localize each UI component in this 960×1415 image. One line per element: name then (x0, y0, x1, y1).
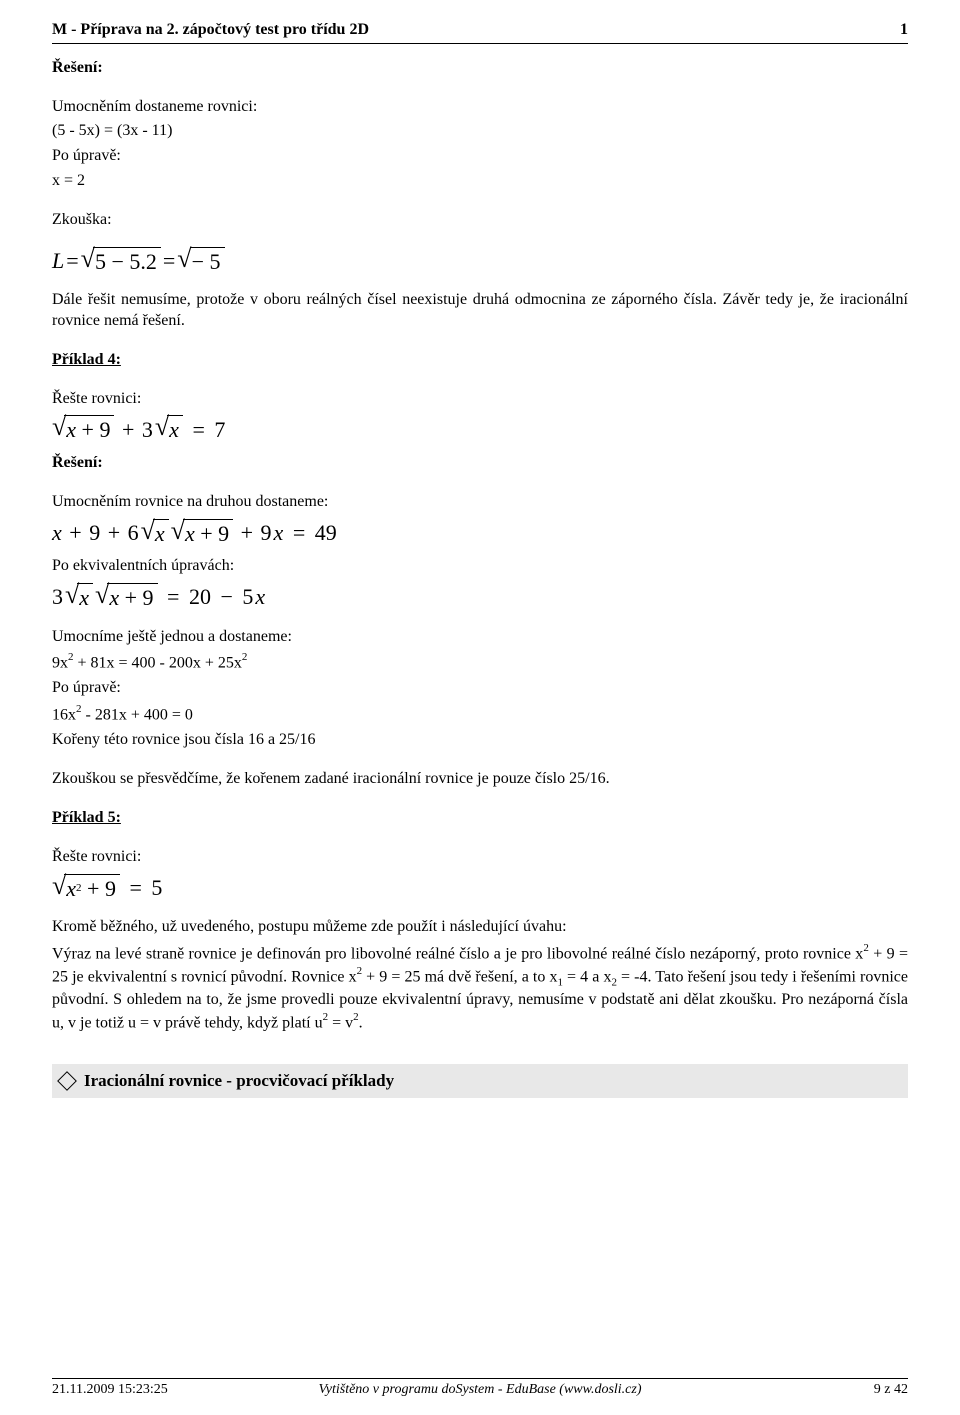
header: M - Příprava na 2. zápočtový test pro tř… (52, 20, 908, 41)
p4b-x3: x (185, 520, 195, 549)
p4c-5: 5 (242, 583, 253, 612)
p4b-9c: 9 (261, 519, 272, 548)
text-umoc1: Umocněním dostaneme rovnici: (52, 97, 908, 118)
math-p4c: 3 √ x √ x + 9 = 20 − 5 x (52, 583, 908, 613)
math-neg: − (192, 248, 210, 277)
sqrt-p4c2: √ x + 9 (95, 583, 157, 613)
math-eq: = (66, 247, 78, 276)
eq-3a: 9x2 + 81x = 400 - 200x + 25x2 (52, 651, 908, 674)
text-vyraz: Výraz na levé straně rovnice je definová… (52, 942, 908, 1034)
math-eq2: = (163, 247, 175, 276)
p4b-x2: x (155, 520, 165, 549)
diamond-icon (57, 1071, 77, 1091)
vyraz-1: Výraz na levé straně rovnice je definová… (52, 945, 863, 962)
eq-1: (5 - 5x) = (3x - 11) (52, 121, 908, 142)
p5-x: x (66, 875, 76, 904)
bullet-title: Iracionální rovnice - procvičovací příkl… (84, 1070, 394, 1092)
p4b-9a: 9 (89, 519, 100, 548)
math-5: 5 (95, 248, 106, 277)
page: M - Příprava na 2. zápočtový test pro tř… (0, 0, 960, 1415)
p4c-x1: x (79, 584, 89, 613)
text-krome: Kromě běžného, už uvedeného, postupu můž… (52, 917, 908, 938)
sqrt-p4b2: √ x + 9 (171, 519, 233, 549)
text-dale: Dále řešit nemusíme, protože v oboru reá… (52, 290, 908, 332)
heading-priklad5: Příklad 5: (52, 808, 908, 829)
p4c-3: 3 (52, 583, 63, 612)
text-reste-1: Řešte rovnici: (52, 389, 908, 410)
eq-x2: x = 2 (52, 171, 908, 192)
header-title: M - Příprava na 2. zápočtový test pro tř… (52, 20, 369, 41)
eq3a-9x: 9x (52, 655, 68, 672)
p4b-9b: 9 (218, 520, 229, 549)
text-reste-2: Řešte rovnici: (52, 847, 908, 868)
footer-center: Vytištěno v programu doSystem - EduBase … (52, 1381, 908, 1399)
text-zkousk2: Zkouškou se přesvědčíme, že kořenem zada… (52, 769, 908, 790)
p4c-20: 20 (189, 583, 211, 612)
eq3b-16x: 16x (52, 707, 76, 724)
footer: 21.11.2009 15:23:25 Vytištěno v programu… (52, 1381, 908, 1399)
p4-9: 9 (99, 416, 110, 445)
math-5c: 5 (210, 248, 221, 277)
p5-eq: = (129, 874, 141, 903)
p4c-eq: = (167, 583, 179, 612)
sqrt-p4b: √ x (155, 415, 183, 445)
heading-reseni-2: Řešení: (52, 453, 908, 474)
text-pouprave-1: Po úpravě: (52, 146, 908, 167)
section-bullet: Iracionální rovnice - procvičovací příkl… (52, 1064, 908, 1098)
math-L-lhs: L (52, 247, 64, 276)
header-rule (52, 43, 908, 44)
math-p4: √ x + 9 + 3 √ x = 7 (52, 415, 908, 445)
vyraz-3: + 9 = 25 má dvě řešení, a to x (362, 968, 557, 985)
text-pouprave-2: Po úpravě: (52, 678, 908, 699)
math-p4b: x + 9 + 6 √ x √ x + 9 + 9 x = 49 (52, 519, 908, 549)
math-p5: √ x2 + 9 = 5 (52, 874, 908, 904)
header-pagenum: 1 (900, 20, 908, 41)
p5-5: 5 (151, 874, 162, 903)
p4-eq: = (192, 416, 204, 445)
math-5-2: 5.2 (129, 248, 157, 277)
eq3a-rest: + 81x = 400 - 200x + 25x (74, 655, 242, 672)
vyraz-6: = v (328, 1014, 353, 1031)
p5-9: 9 (105, 875, 116, 904)
heading-priklad4: Příklad 4: (52, 350, 908, 371)
vyraz-4: = 4 a x (563, 968, 612, 985)
p4-7: 7 (214, 416, 225, 445)
p4b-6: 6 (128, 519, 139, 548)
sqrt-p4c1: √ x (65, 583, 93, 613)
text-koreny: Kořeny této rovnice jsou čísla 16 a 25/1… (52, 730, 908, 751)
footer-rule (52, 1378, 908, 1379)
p4-3: 3 (142, 416, 153, 445)
sqrt-2: √ − 5 (177, 247, 224, 277)
math-minus: − (111, 248, 123, 277)
p4-x2: x (169, 416, 179, 445)
text-poekv: Po ekvivalentních úpravách: (52, 556, 908, 577)
p4c-minus: − (220, 583, 232, 612)
sqrt-p4b1: √ x (141, 519, 169, 549)
p4b-x4: x (274, 519, 284, 548)
p4c-x2: x (109, 584, 119, 613)
eq3b-rest: - 281x + 400 = 0 (82, 707, 193, 724)
sqrt-1: √ 5 − 5.2 (81, 247, 161, 277)
p4c-x3: x (255, 583, 265, 612)
p4b-49: 49 (315, 519, 337, 548)
sqrt-p5: √ x2 + 9 (52, 874, 120, 904)
p4b-eq: = (293, 519, 305, 548)
vyraz-7: . (359, 1014, 363, 1031)
text-umoc2: Umocněním rovnice na druhou dostaneme: (52, 492, 908, 513)
eq-3b: 16x2 - 281x + 400 = 0 (52, 703, 908, 726)
sqrt-p4a: √ x + 9 (52, 415, 114, 445)
heading-reseni-1: Řešení: (52, 58, 908, 79)
math-L: L = √ 5 − 5.2 = √ − 5 (52, 247, 908, 277)
p4b-x1: x (52, 519, 62, 548)
p4c-9: 9 (143, 584, 154, 613)
text-umoc3: Umocníme ještě jednou a dostaneme: (52, 627, 908, 648)
p4-x: x (66, 416, 76, 445)
text-zkouska: Zkouška: (52, 210, 908, 231)
